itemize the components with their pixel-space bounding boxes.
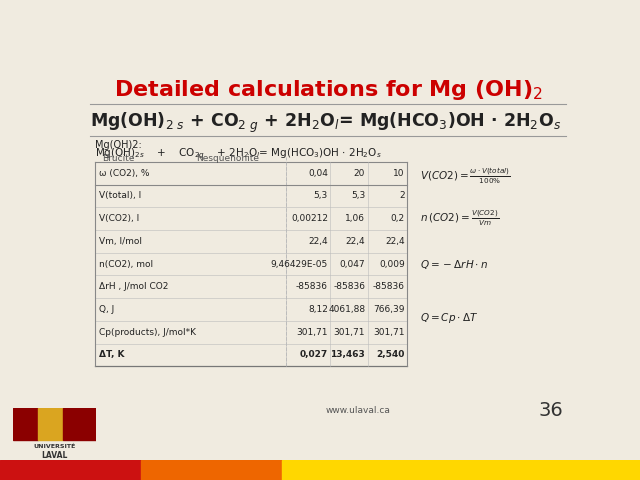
Text: -85836: -85836 — [333, 282, 365, 291]
Text: Mg(OH)$_{2\ s}$ + CO$_{2\ g}$ + 2H$_2$O$_l$= Mg(HCO$_3$)OH · 2H$_2$O$_s$: Mg(OH)$_{2\ s}$ + CO$_{2\ g}$ + 2H$_2$O$… — [90, 111, 561, 135]
Text: ω (CO2), %: ω (CO2), % — [99, 168, 149, 178]
Text: 2: 2 — [399, 192, 405, 200]
Text: $n\,(CO2) = \frac{V(CO2)}{Vm}$: $n\,(CO2) = \frac{V(CO2)}{Vm}$ — [420, 208, 499, 228]
Text: 22,4: 22,4 — [385, 237, 405, 246]
Bar — [63, 408, 96, 440]
Text: 301,71: 301,71 — [296, 328, 328, 336]
Text: n(CO2), mol: n(CO2), mol — [99, 260, 153, 268]
Text: -85836: -85836 — [373, 282, 405, 291]
Text: 0,027: 0,027 — [300, 350, 328, 360]
Text: Vm, l/mol: Vm, l/mol — [99, 237, 142, 246]
Bar — [282, 460, 640, 480]
Bar — [38, 408, 63, 440]
Text: 20: 20 — [354, 168, 365, 178]
Text: 0,009: 0,009 — [379, 260, 405, 268]
Text: ΔrH , J/mol CO2: ΔrH , J/mol CO2 — [99, 282, 168, 291]
Text: 2,540: 2,540 — [376, 350, 405, 360]
Text: ΔT, K: ΔT, K — [99, 350, 124, 360]
Text: $Q = -\Delta rH \cdot n$: $Q = -\Delta rH \cdot n$ — [420, 258, 488, 271]
Bar — [0, 460, 141, 480]
Text: Mg(OH)2:: Mg(OH)2: — [95, 140, 141, 150]
Text: Nesquehonite: Nesquehonite — [196, 155, 260, 163]
Text: 301,71: 301,71 — [373, 328, 405, 336]
Text: 0,2: 0,2 — [391, 214, 405, 223]
Text: -85836: -85836 — [296, 282, 328, 291]
Text: V(total), l: V(total), l — [99, 192, 141, 200]
Text: 22,4: 22,4 — [308, 237, 328, 246]
Text: Detailed calculations for Mg (OH)$_2$: Detailed calculations for Mg (OH)$_2$ — [113, 78, 543, 102]
Text: UNIVERSITÉ: UNIVERSITÉ — [33, 444, 76, 449]
Bar — [13, 408, 38, 440]
Text: 5,3: 5,3 — [314, 192, 328, 200]
Text: Mg(OH)$_{2s}$    +    CO$_{2g}$    + 2H$_2$O$_l$= Mg(HCO$_3$)OH $\cdot$ 2H$_2$O$: Mg(OH)$_{2s}$ + CO$_{2g}$ + 2H$_2$O$_l$=… — [95, 146, 381, 161]
Text: 1,06: 1,06 — [345, 214, 365, 223]
Text: 0,00212: 0,00212 — [291, 214, 328, 223]
Text: 9,46429E-05: 9,46429E-05 — [271, 260, 328, 268]
Text: $V(CO2) = \frac{\omega \cdot V(total)}{100\%}$: $V(CO2) = \frac{\omega \cdot V(total)}{1… — [420, 166, 510, 186]
Text: Cp(products), J/mol*K: Cp(products), J/mol*K — [99, 328, 196, 336]
Text: 0,04: 0,04 — [308, 168, 328, 178]
Text: 301,71: 301,71 — [333, 328, 365, 336]
Text: www.ulaval.ca: www.ulaval.ca — [325, 406, 390, 415]
Text: 22,4: 22,4 — [346, 237, 365, 246]
Text: 10: 10 — [394, 168, 405, 178]
Text: V(CO2), l: V(CO2), l — [99, 214, 139, 223]
Bar — [141, 460, 282, 480]
Text: 0,047: 0,047 — [340, 260, 365, 268]
Text: Q, J: Q, J — [99, 305, 114, 314]
Text: 4061,88: 4061,88 — [328, 305, 365, 314]
Text: 36: 36 — [539, 401, 564, 420]
Text: 13,463: 13,463 — [330, 350, 365, 360]
Text: LAVAL: LAVAL — [41, 451, 68, 460]
Text: Brucite: Brucite — [102, 155, 135, 163]
Text: 5,3: 5,3 — [351, 192, 365, 200]
Text: 8,12: 8,12 — [308, 305, 328, 314]
Text: 766,39: 766,39 — [373, 305, 405, 314]
Text: $Q = Cp \cdot \Delta T$: $Q = Cp \cdot \Delta T$ — [420, 311, 478, 325]
